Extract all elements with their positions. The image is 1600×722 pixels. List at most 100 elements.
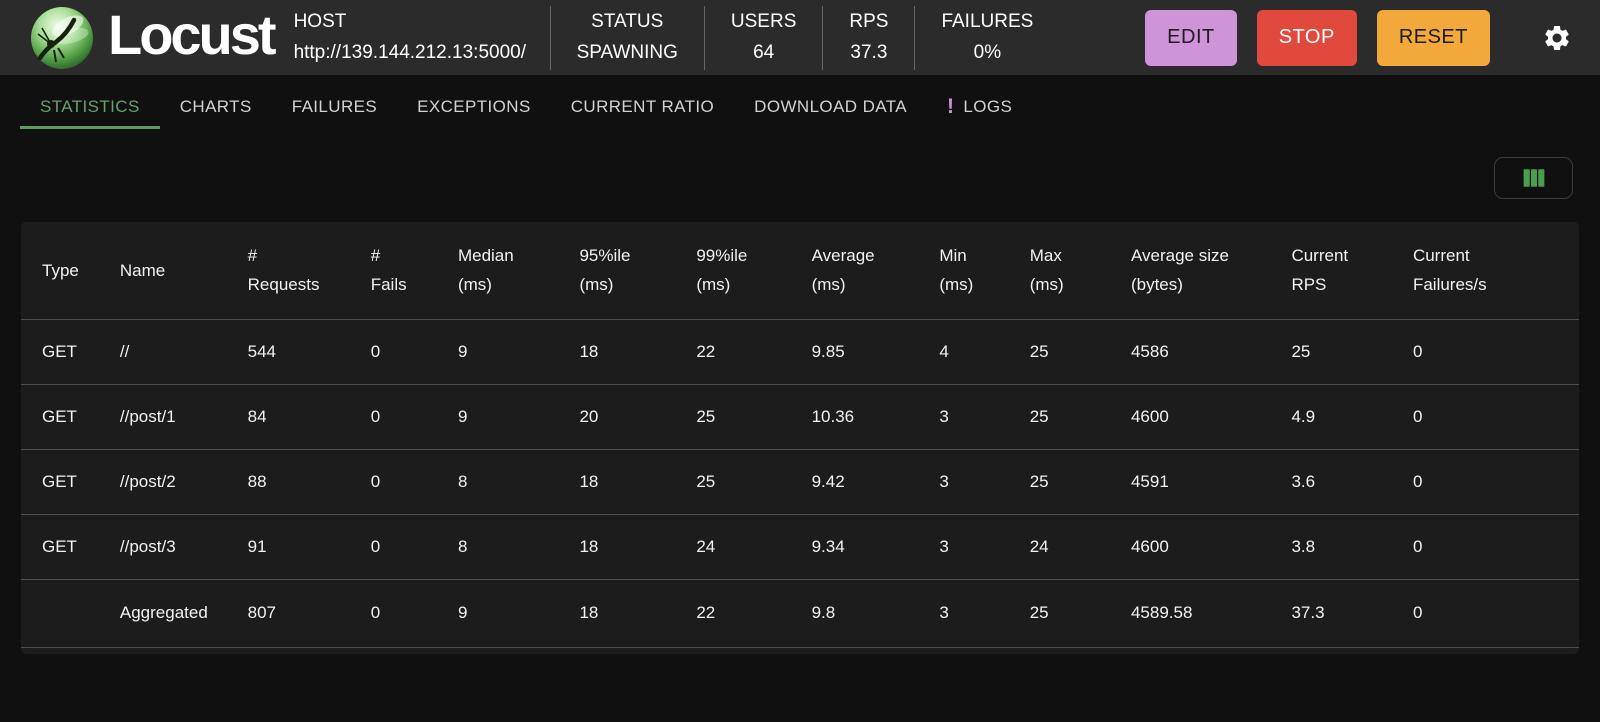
- table-cell: [21, 579, 99, 647]
- table-row: GET //post/1 84 0 9 20 25 10.36 3 25 460…: [21, 384, 1579, 449]
- column-header-median[interactable]: Median (ms): [457, 246, 514, 295]
- stop-button[interactable]: STOP: [1256, 9, 1357, 66]
- table-cell: 4589.58: [1130, 603, 1193, 622]
- table-cell: 37.3: [1291, 603, 1325, 622]
- column-header-current-rps[interactable]: Current RPS: [1291, 246, 1349, 295]
- table-row: GET //post/3 91 0 8 18 24 9.34 3 24 4600…: [21, 514, 1579, 579]
- column-header-max[interactable]: Max (ms): [1029, 246, 1064, 295]
- table-cell: //post/1: [119, 406, 176, 426]
- table-cell: 0: [1412, 471, 1423, 491]
- tab-label: LOGS: [963, 96, 1013, 116]
- locust-logo-icon: [31, 6, 93, 69]
- stat-label: USERS: [730, 11, 797, 32]
- stat-rps: RPS 37.3: [823, 11, 914, 64]
- stat-failures: FAILURES 0%: [915, 11, 1059, 64]
- table-row: GET //post/2 88 0 8 18 25 9.42 3 25 4591…: [21, 449, 1579, 514]
- column-header-type[interactable]: Type: [42, 260, 79, 280]
- gear-icon: [1545, 25, 1569, 50]
- column-header-average[interactable]: Average (ms): [811, 246, 875, 295]
- tab-failures[interactable]: FAILURES: [272, 87, 397, 129]
- table-cell: GET: [42, 471, 77, 491]
- tab-logs[interactable]: ! LOGS: [927, 87, 1032, 129]
- table-cell: 3.8: [1291, 536, 1316, 556]
- tab-charts[interactable]: CHARTS: [160, 87, 272, 129]
- table-cell: //post/2: [119, 471, 176, 491]
- table-cell: 10.36: [811, 406, 855, 426]
- column-header-avg-size[interactable]: Average size (bytes): [1130, 246, 1229, 295]
- columns-icon: [1523, 169, 1544, 187]
- tab-label: STATISTICS: [40, 96, 140, 116]
- table-cell: 0: [370, 536, 381, 556]
- table-cell: 9.42: [811, 471, 845, 491]
- app-header: Locust HOST http://139.144.212.13:5000/ …: [0, 0, 1600, 75]
- table-cell: 25: [1291, 341, 1311, 361]
- table-cell: Aggregated: [119, 603, 208, 622]
- host-url: http://139.144.212.13:5000/: [293, 42, 526, 63]
- table-cell: 18: [579, 603, 599, 622]
- table-cell: 3: [939, 603, 949, 622]
- table-cell: 18: [579, 536, 599, 556]
- table-cell: 22: [696, 603, 716, 622]
- divider: [703, 5, 705, 70]
- table-cell: 22: [696, 341, 716, 361]
- column-header-current-failures[interactable]: Current Failures/s: [1412, 246, 1487, 295]
- divider: [822, 5, 824, 70]
- column-header-requests[interactable]: # Requests: [247, 246, 320, 295]
- edit-button[interactable]: EDIT: [1145, 9, 1237, 66]
- statistics-table-container: Type Name # Requests # Fails Median (ms) 95…: [21, 222, 1579, 654]
- table-cell: 4600: [1130, 536, 1169, 556]
- table-cell: 18: [579, 341, 599, 361]
- table-cell: 3.6: [1291, 471, 1316, 491]
- table-cell: 25: [696, 471, 716, 491]
- table-cell: 544: [247, 341, 277, 361]
- table-cell: 0: [1412, 341, 1423, 361]
- host-label: HOST: [293, 11, 347, 32]
- stat-value: 64: [753, 42, 775, 63]
- table-cell: 9: [457, 603, 468, 622]
- brand-title: Locust: [108, 2, 277, 66]
- table-cell: 3: [939, 406, 949, 426]
- table-cell: 24: [696, 536, 716, 556]
- tab-statistics[interactable]: STATISTICS: [20, 87, 160, 129]
- table-cell: 3: [939, 471, 949, 491]
- table-header-row: Type Name # Requests # Fails Median (ms) 95…: [21, 222, 1579, 319]
- table-cell: 18: [579, 471, 599, 491]
- stat-label: FAILURES: [941, 11, 1034, 32]
- column-header-95th[interactable]: 95%ile (ms): [579, 246, 631, 295]
- table-cell: 91: [247, 536, 267, 556]
- stat-value: 37.3: [850, 42, 888, 63]
- reset-button[interactable]: RESET: [1376, 9, 1490, 66]
- stat-status: STATUS SPAWNING: [551, 11, 704, 64]
- table-cell: 9.85: [811, 341, 845, 361]
- column-header-min[interactable]: Min (ms): [939, 246, 974, 295]
- table-cell: 0: [370, 471, 381, 491]
- table-cell: 9.34: [811, 536, 845, 556]
- table-cell: 25: [1029, 471, 1049, 491]
- stat-users: USERS 64: [705, 11, 822, 64]
- column-header-name[interactable]: Name: [119, 260, 166, 280]
- host-block: HOST http://139.144.212.13:5000/: [294, 11, 550, 64]
- table-cell: 3: [939, 536, 949, 556]
- table-cell: //post/3: [119, 536, 176, 556]
- tab-label: CURRENT RATIO: [570, 96, 715, 116]
- divider: [914, 5, 916, 70]
- stat-value: 0%: [973, 42, 1002, 63]
- header-actions: EDIT STOP RESET: [1145, 9, 1574, 66]
- table-row: GET // 544 0 9 18 22 9.85 4 25 4586 25 0: [21, 319, 1579, 384]
- table-cell: 20: [579, 406, 599, 426]
- column-selector-button[interactable]: [1494, 157, 1573, 199]
- tab-exceptions[interactable]: EXCEPTIONS: [397, 87, 551, 129]
- logs-alert-badge: !: [947, 94, 955, 118]
- table-cell: 25: [1029, 341, 1049, 361]
- table-cell: 4600: [1130, 406, 1169, 426]
- tab-label: CHARTS: [179, 96, 252, 116]
- tab-download-data[interactable]: DOWNLOAD DATA: [734, 87, 927, 129]
- stat-label: RPS: [849, 11, 889, 32]
- column-header-fails[interactable]: # Fails: [370, 246, 407, 295]
- column-header-99th[interactable]: 99%ile (ms): [696, 246, 748, 295]
- statistics-table: Type Name # Requests # Fails Median (ms) 95…: [21, 222, 1579, 648]
- settings-button[interactable]: [1540, 21, 1574, 55]
- table-cell: 0: [1412, 536, 1423, 556]
- table-cell: 25: [1029, 406, 1049, 426]
- tab-current-ratio[interactable]: CURRENT RATIO: [551, 87, 734, 129]
